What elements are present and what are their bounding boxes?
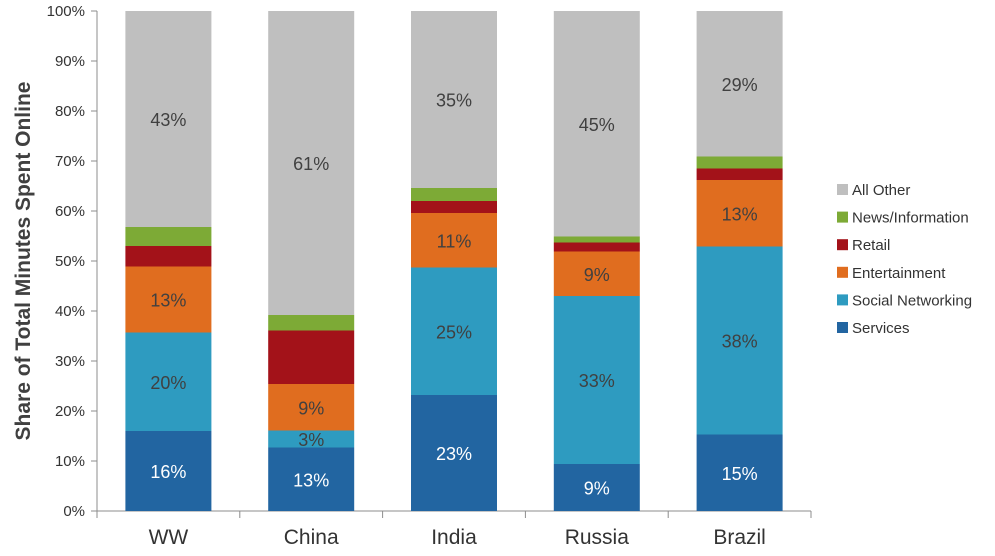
x-tick-label: Russia	[565, 526, 630, 549]
y-tick-label: 20%	[55, 403, 85, 420]
data-labels: 16% 20% 13% 43% 13% 3% 9% 61% 23% 25% 11% 35% 9% 33% 9…	[150, 75, 757, 499]
bar-segment	[696, 434, 783, 511]
data-label: 11%	[437, 231, 472, 251]
bar-segment	[696, 180, 783, 247]
data-label: 33%	[579, 371, 615, 391]
bar-segment	[268, 11, 355, 315]
bar-segment	[411, 201, 497, 213]
bar-segment	[125, 431, 212, 511]
bar-segment	[411, 395, 497, 511]
bar-segment	[411, 11, 497, 188]
data-label: 16%	[150, 462, 186, 482]
bar-segment	[696, 11, 783, 157]
bar-segment	[553, 296, 640, 464]
legend-label: Services	[852, 320, 910, 337]
bar-segment	[268, 315, 355, 331]
bar-segment	[125, 246, 212, 267]
data-label: 25%	[436, 322, 472, 342]
data-label: 61%	[293, 154, 329, 174]
legend-swatch	[837, 322, 848, 333]
bar-segment	[125, 332, 212, 431]
y-tick-label: 40%	[55, 303, 85, 320]
data-label: 35%	[436, 91, 472, 111]
legend-label: Social Networking	[852, 292, 972, 309]
y-tick-label: 30%	[55, 353, 85, 370]
axes: 0% 10% 20% 30% 40% 50% 60% 70% 80% 90% 100% WW China…	[47, 3, 812, 549]
y-tick-label: 50%	[55, 253, 85, 270]
bar-segment	[411, 213, 497, 268]
bar-segment	[125, 11, 212, 227]
bar-segment	[696, 246, 783, 435]
bar-segment	[411, 267, 497, 395]
bar-segment	[553, 251, 640, 296]
legend-swatch	[837, 184, 848, 195]
data-label: 3%	[298, 430, 324, 450]
legend: All Other News/Information Retail Entertain…	[837, 182, 972, 337]
bar-segment	[268, 430, 355, 448]
legend-label: All Other	[852, 182, 910, 199]
legend-label: Retail	[852, 237, 890, 254]
y-tick-label: 10%	[55, 453, 85, 470]
y-tick-label: 70%	[55, 153, 85, 170]
x-tick-label: India	[431, 526, 477, 549]
data-label: 45%	[579, 115, 615, 135]
x-tick-label: China	[284, 526, 339, 549]
data-label: 13%	[293, 470, 329, 490]
y-tick-label: 60%	[55, 203, 85, 220]
y-tick-label: 90%	[55, 53, 85, 70]
data-label: 9%	[298, 398, 324, 418]
legend-swatch	[837, 294, 848, 306]
data-label: 9%	[584, 479, 610, 499]
data-label: 20%	[150, 373, 186, 393]
bar-segment	[268, 330, 355, 384]
bar-segment	[411, 188, 497, 201]
legend-swatch	[837, 266, 848, 278]
bar-segment	[696, 168, 783, 180]
y-axis-label: Share of Total Minutes Spent Online	[12, 82, 35, 441]
data-label: 38%	[722, 332, 758, 352]
legend-swatch	[837, 239, 848, 251]
legend-label: Entertainment	[852, 265, 946, 282]
bar-segment	[553, 464, 640, 511]
data-label: 29%	[722, 75, 758, 95]
bar-segment	[553, 236, 640, 243]
bar-segment	[553, 11, 640, 237]
bars	[125, 11, 783, 511]
legend-label: News/Information	[852, 210, 969, 227]
data-label: 15%	[722, 464, 758, 484]
x-tick-label: WW	[149, 526, 189, 549]
data-label: 23%	[436, 444, 472, 464]
legend-swatch	[837, 211, 848, 223]
data-label: 13%	[150, 291, 186, 311]
data-label: 13%	[722, 204, 758, 224]
bar-segment	[125, 266, 212, 333]
x-tick-label: Brazil	[713, 526, 766, 549]
y-tick-label: 0%	[63, 503, 85, 520]
y-tick-label: 100%	[47, 3, 85, 20]
data-label: 9%	[584, 265, 610, 285]
bar-segment	[125, 227, 212, 246]
y-tick-label: 80%	[55, 103, 85, 120]
data-label: 43%	[150, 110, 186, 130]
bar-segment	[696, 156, 783, 169]
bar-segment	[268, 447, 355, 511]
bar-segment	[268, 384, 355, 431]
bar-segment	[553, 242, 640, 252]
